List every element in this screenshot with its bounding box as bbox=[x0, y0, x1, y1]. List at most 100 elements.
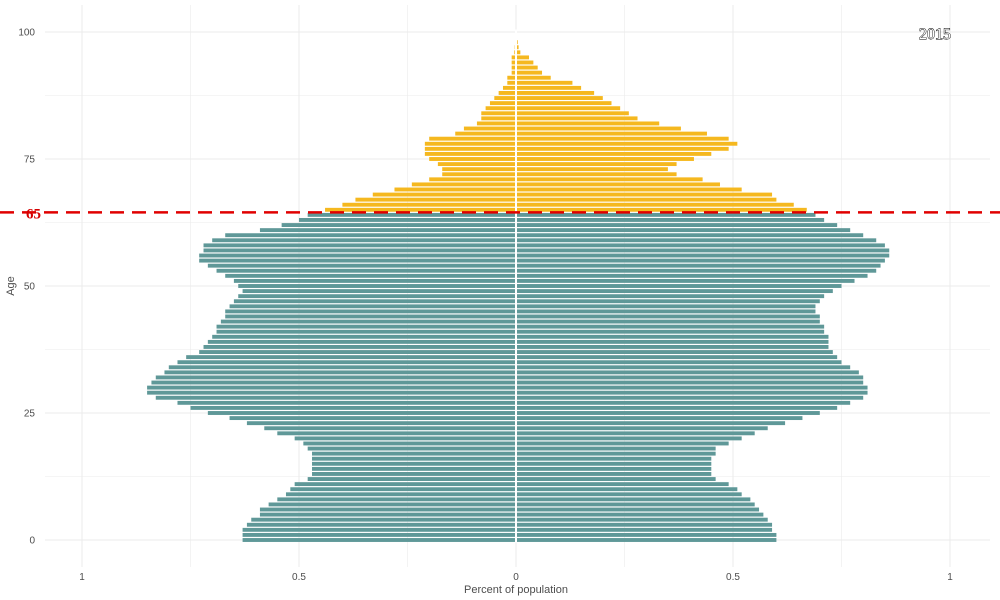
bar-left-age-28 bbox=[155, 395, 516, 400]
bar-left-age-68 bbox=[372, 192, 516, 197]
bar-right-age-30 bbox=[516, 385, 868, 390]
bar-right-age-48 bbox=[516, 294, 825, 299]
bar-right-age-24 bbox=[516, 416, 803, 421]
bar-right-age-39 bbox=[516, 339, 829, 344]
bar-left-age-63 bbox=[299, 218, 516, 222]
bar-left-age-78 bbox=[424, 141, 516, 146]
bar-right-age-95 bbox=[516, 55, 530, 60]
bar-right-age-81 bbox=[516, 126, 681, 131]
bar-right-age-72 bbox=[516, 172, 677, 177]
bar-right-age-88 bbox=[516, 91, 595, 95]
bar-left-age-93 bbox=[511, 65, 516, 70]
bar-right-age-2 bbox=[516, 527, 773, 532]
x-tick-label: 0.5 bbox=[726, 572, 740, 583]
bar-right-age-74 bbox=[516, 162, 677, 167]
bar-right-age-56 bbox=[516, 253, 890, 258]
bar-right-age-50 bbox=[516, 284, 842, 288]
bar-right-age-1 bbox=[516, 532, 777, 537]
bar-right-age-42 bbox=[516, 324, 825, 329]
bar-left-age-29 bbox=[147, 390, 516, 395]
bar-right-age-97 bbox=[516, 45, 519, 50]
bar-left-age-47 bbox=[233, 299, 516, 304]
bar-right-age-36 bbox=[516, 355, 838, 360]
bar-right-age-70 bbox=[516, 182, 720, 187]
bar-left-age-66 bbox=[342, 202, 516, 207]
x-tick-label: 1 bbox=[947, 572, 953, 583]
bar-left-age-51 bbox=[233, 278, 516, 283]
bar-left-age-43 bbox=[220, 319, 516, 324]
bar-right-age-0 bbox=[516, 538, 777, 542]
bar-right-age-79 bbox=[516, 136, 729, 141]
bar-right-age-46 bbox=[516, 304, 816, 309]
bar-left-age-1 bbox=[242, 532, 516, 537]
bar-left-age-70 bbox=[411, 182, 516, 187]
bar-left-age-34 bbox=[168, 365, 517, 370]
bar-left-age-62 bbox=[281, 223, 516, 227]
y-tick-label: 75 bbox=[24, 155, 36, 166]
bar-left-age-13 bbox=[312, 472, 516, 476]
bar-right-age-22 bbox=[516, 426, 768, 431]
bar-left-age-46 bbox=[229, 304, 516, 309]
bar-right-age-54 bbox=[516, 263, 881, 268]
bar-left-age-74 bbox=[437, 162, 516, 167]
x-tick-labels: 1 0.5 0 0.5 1 bbox=[79, 572, 953, 583]
bar-left-age-52 bbox=[225, 273, 516, 278]
bar-right-age-8 bbox=[516, 497, 751, 502]
bar-left-age-41 bbox=[216, 329, 517, 334]
bar-right-age-58 bbox=[516, 243, 885, 248]
bar-right-age-45 bbox=[516, 309, 816, 314]
bar-right-age-25 bbox=[516, 411, 820, 415]
bar-right-age-17 bbox=[516, 451, 716, 456]
bar-right-age-77 bbox=[516, 146, 729, 151]
bar-left-age-7 bbox=[268, 502, 516, 507]
bar-right-age-51 bbox=[516, 278, 855, 283]
bar-left-age-16 bbox=[312, 456, 516, 461]
bar-left-age-3 bbox=[246, 522, 517, 527]
bar-left-age-60 bbox=[225, 233, 516, 238]
bar-left-age-54 bbox=[207, 263, 517, 268]
bar-left-age-17 bbox=[312, 451, 516, 456]
bar-right-age-76 bbox=[516, 151, 712, 156]
bar-right-age-43 bbox=[516, 319, 820, 324]
age-65-label: 65 bbox=[26, 206, 41, 222]
bar-right-age-34 bbox=[516, 365, 851, 370]
bar-right-age-13 bbox=[516, 472, 712, 476]
bar-right-age-83 bbox=[516, 116, 638, 121]
bar-right-age-15 bbox=[516, 461, 712, 466]
bar-right-age-82 bbox=[516, 121, 660, 126]
bar-left-age-56 bbox=[199, 253, 516, 258]
bar-left-age-25 bbox=[207, 411, 517, 415]
y-tick-labels: 0 25 50 75 100 bbox=[18, 28, 35, 547]
bar-left-age-72 bbox=[442, 172, 516, 177]
bar-right-age-91 bbox=[516, 75, 551, 80]
bar-right-age-3 bbox=[516, 522, 773, 527]
bar-left-age-61 bbox=[259, 228, 516, 233]
bar-left-age-12 bbox=[307, 477, 516, 481]
bar-right-age-49 bbox=[516, 289, 833, 294]
bar-right-age-12 bbox=[516, 477, 716, 481]
bar-left-age-69 bbox=[394, 187, 516, 192]
bar-right-age-35 bbox=[516, 360, 842, 365]
bar-left-age-15 bbox=[312, 461, 516, 466]
bar-right-age-57 bbox=[516, 248, 890, 253]
bar-right-age-87 bbox=[516, 96, 603, 100]
bar-right-age-73 bbox=[516, 167, 668, 172]
bar-right-age-60 bbox=[516, 233, 864, 238]
bar-left-age-57 bbox=[203, 248, 516, 253]
bar-right-age-44 bbox=[516, 314, 820, 319]
bar-left-age-48 bbox=[238, 294, 517, 299]
bar-right-age-80 bbox=[516, 131, 707, 136]
bar-left-age-90 bbox=[507, 80, 516, 85]
bar-left-age-42 bbox=[216, 324, 517, 329]
bar-left-age-58 bbox=[203, 243, 516, 248]
bar-right-age-4 bbox=[516, 517, 768, 522]
bar-left-age-64 bbox=[307, 212, 516, 217]
bar-left-age-30 bbox=[147, 385, 516, 390]
bar-right-age-26 bbox=[516, 405, 838, 410]
bar-right-age-86 bbox=[516, 101, 612, 106]
bars bbox=[147, 29, 890, 543]
bar-left-age-2 bbox=[242, 527, 516, 532]
bar-left-age-67 bbox=[355, 197, 516, 202]
bar-left-age-37 bbox=[199, 350, 516, 354]
bar-right-age-21 bbox=[516, 431, 755, 436]
